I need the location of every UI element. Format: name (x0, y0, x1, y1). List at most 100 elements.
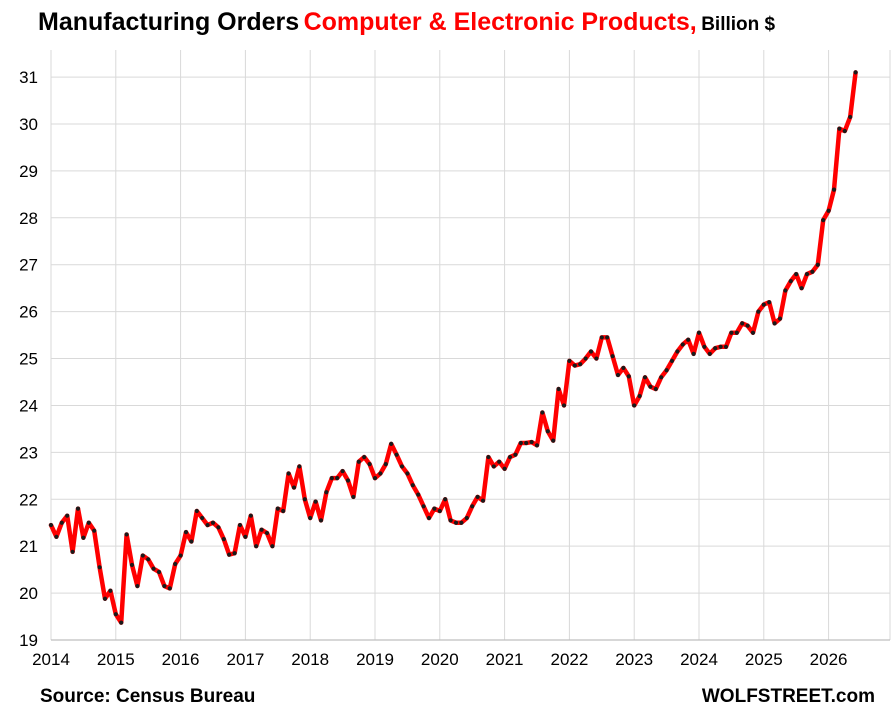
y-tick-label: 22 (19, 490, 38, 509)
data-point (313, 499, 318, 504)
data-point (691, 351, 696, 356)
data-point (329, 476, 334, 481)
data-point (659, 375, 664, 380)
y-axis-ticks: 19 20 21 22 23 24 25 26 27 28 29 30 31 (19, 68, 38, 650)
x-tick-label: 2018 (291, 650, 329, 669)
data-point (718, 344, 723, 349)
data-point (837, 126, 842, 131)
data-point (421, 504, 426, 509)
data-point (486, 454, 491, 460)
data-point (399, 464, 405, 469)
data-point (146, 557, 151, 562)
data-point (254, 544, 259, 549)
data-point (308, 515, 313, 521)
data-point (810, 269, 815, 274)
data-point (734, 330, 739, 335)
title-main: Manufacturing Orders (38, 8, 300, 36)
x-tick-label: 2017 (226, 650, 264, 669)
data-point (86, 520, 91, 525)
data-point (281, 508, 286, 514)
data-point (443, 497, 448, 502)
data-point (135, 583, 140, 589)
data-point (259, 527, 264, 532)
data-point (318, 518, 324, 523)
data-point (626, 374, 631, 379)
data-point (675, 349, 680, 354)
x-tick-label: 2016 (162, 650, 200, 669)
data-point (221, 537, 226, 542)
data-point (426, 515, 432, 521)
data-point (459, 520, 464, 525)
data-point (183, 530, 189, 535)
data-point (48, 522, 54, 528)
y-tick-label: 21 (19, 537, 38, 556)
data-point (831, 187, 837, 192)
data-point (686, 337, 691, 342)
data-point (264, 530, 270, 536)
data-point (59, 520, 64, 525)
data-point (799, 286, 804, 291)
data-point (540, 410, 545, 415)
data-point (302, 497, 307, 502)
y-tick-label: 24 (19, 396, 38, 415)
series-computer-electronic-orders (48, 70, 858, 625)
data-point (162, 583, 167, 589)
data-point (632, 403, 637, 408)
data-point (648, 384, 653, 389)
data-point (270, 544, 275, 549)
data-point (216, 525, 221, 530)
data-point (70, 549, 75, 554)
x-tick-label: 2019 (356, 650, 394, 669)
data-point (356, 459, 361, 464)
chart-title: Manufacturing Orders Computer & Electron… (38, 8, 775, 37)
y-tick-label: 31 (19, 68, 38, 87)
data-point (610, 354, 615, 359)
y-tick-label: 27 (19, 256, 38, 275)
data-point (378, 471, 383, 476)
data-point (405, 471, 410, 476)
data-point (81, 535, 86, 540)
data-point (475, 494, 480, 500)
data-point (794, 272, 799, 277)
data-point (777, 316, 783, 321)
data-point (124, 532, 129, 537)
x-tick-label: 2025 (745, 650, 783, 669)
title-highlight: Computer & Electronic Products, (303, 8, 697, 36)
data-point (129, 562, 135, 568)
data-point (772, 321, 777, 326)
series-line (48, 70, 858, 625)
data-point (594, 356, 599, 361)
data-point (367, 461, 372, 467)
data-point (286, 471, 291, 476)
data-point (642, 375, 648, 380)
y-tick-label: 20 (19, 584, 38, 603)
data-point (745, 323, 750, 328)
data-point (524, 440, 529, 446)
gridlines (50, 50, 891, 641)
data-point (324, 490, 329, 495)
data-point (237, 522, 243, 528)
data-point (92, 528, 97, 533)
data-point (345, 478, 351, 483)
data-point (729, 330, 734, 335)
data-point (297, 464, 302, 469)
data-point (842, 128, 847, 134)
data-point (362, 454, 367, 460)
data-point (351, 494, 356, 500)
data-point (497, 459, 502, 464)
data-point (416, 492, 421, 497)
data-point (551, 438, 556, 443)
data-point (491, 464, 496, 469)
data-point (173, 561, 178, 567)
data-point (804, 272, 810, 277)
data-point (653, 386, 658, 392)
data-point (340, 469, 345, 474)
data-point (821, 218, 826, 223)
y-tick-label: 19 (19, 631, 38, 650)
y-tick-label: 28 (19, 209, 38, 228)
x-tick-label: 2024 (680, 650, 718, 669)
data-point (464, 515, 469, 521)
data-point (756, 309, 761, 314)
data-point (702, 344, 707, 349)
data-point (750, 330, 756, 335)
